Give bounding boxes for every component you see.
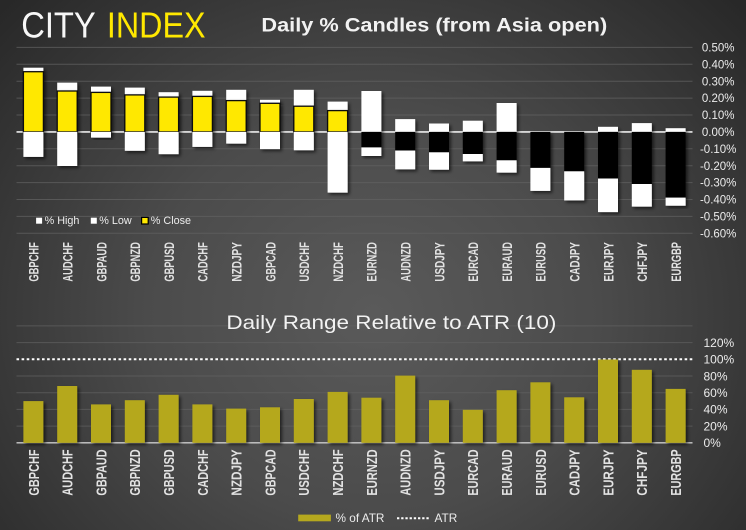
svg-text:AUDNZD: AUDNZD [398,449,415,495]
svg-text:EURCAD: EURCAD [465,449,482,495]
svg-text:120%: 120% [704,336,735,350]
svg-text:-0.60%: -0.60% [700,228,736,240]
svg-text:0%: 0% [704,436,722,450]
svg-text:% of ATR: % of ATR [336,511,385,525]
svg-text:0.50%: 0.50% [702,43,735,55]
svg-text:-0.40%: -0.40% [700,195,736,207]
svg-text:0.10%: 0.10% [702,110,735,122]
svg-text:GBPUSD: GBPUSD [161,449,178,495]
svg-text:GBPUSD: GBPUSD [161,242,177,282]
svg-text:-0.10%: -0.10% [700,144,736,156]
svg-text:ATR: ATR [435,511,458,525]
svg-text:EURNZD: EURNZD [364,242,380,282]
svg-text:AUDNZD: AUDNZD [398,242,414,282]
svg-text:% Low: % Low [99,215,132,227]
svg-text:CADJPY: CADJPY [567,242,583,282]
svg-text:EURGBP: EURGBP [668,449,685,495]
svg-text:40%: 40% [704,403,728,417]
svg-text:NZDJPY: NZDJPY [229,449,246,495]
svg-text:AUDCHF: AUDCHF [60,242,76,282]
svg-text:100%: 100% [704,353,735,367]
svg-text:% Close: % Close [151,215,191,227]
svg-text:EURAUD: EURAUD [499,242,515,282]
svg-text:CADCHF: CADCHF [195,242,211,282]
svg-text:NZDCHF: NZDCHF [330,242,346,282]
svg-text:-0.30%: -0.30% [700,178,736,190]
svg-text:EURUSD: EURUSD [533,242,549,282]
svg-text:GBPNZD: GBPNZD [127,242,143,282]
svg-text:CITY: CITY [21,5,96,46]
svg-text:CADCHF: CADCHF [195,449,212,495]
svg-text:Daily % Candles (from Asia ope: Daily % Candles (from Asia open) [261,15,607,36]
svg-text:NZDCHF: NZDCHF [330,449,347,495]
svg-text:USDJPY: USDJPY [431,242,447,282]
svg-text:0.20%: 0.20% [702,93,735,105]
svg-text:GBPCHF: GBPCHF [26,242,42,282]
svg-text:AUDCHF: AUDCHF [60,449,77,495]
svg-text:EURGBP: EURGBP [668,242,684,282]
svg-text:USDCHF: USDCHF [296,449,313,495]
svg-text:-0.50%: -0.50% [700,212,736,224]
svg-text:GBPCAD: GBPCAD [262,242,278,282]
svg-text:EURJPY: EURJPY [600,242,616,282]
svg-text:60%: 60% [704,386,728,400]
svg-text:CHFJPY: CHFJPY [634,242,650,282]
svg-text:0.00%: 0.00% [702,127,735,139]
svg-text:GBPNZD: GBPNZD [127,449,144,495]
svg-text:GBPCHF: GBPCHF [26,449,43,495]
svg-text:80%: 80% [704,369,728,383]
svg-text:0.30%: 0.30% [702,76,735,88]
svg-text:EURAUD: EURAUD [499,449,516,495]
svg-text:-0.20%: -0.20% [700,161,736,173]
svg-text:20%: 20% [704,419,728,433]
svg-text:GBPAUD: GBPAUD [93,242,109,282]
svg-text:CADJPY: CADJPY [567,449,584,495]
svg-text:NZDJPY: NZDJPY [229,242,245,282]
svg-text:EURNZD: EURNZD [364,449,381,495]
svg-text:USDJPY: USDJPY [431,449,448,495]
svg-text:USDCHF: USDCHF [296,242,312,282]
svg-text:EURUSD: EURUSD [533,449,550,495]
svg-text:0.40%: 0.40% [702,59,735,71]
svg-text:Daily Range Relative to ATR (1: Daily Range Relative to ATR (10) [226,312,556,334]
svg-text:CHFJPY: CHFJPY [634,449,651,495]
svg-text:GBPCAD: GBPCAD [262,449,279,495]
svg-text:EURJPY: EURJPY [600,449,617,495]
svg-text:GBPAUD: GBPAUD [93,449,110,495]
svg-text:EURCAD: EURCAD [465,242,481,282]
svg-text:% High: % High [45,215,80,227]
svg-text:INDEX: INDEX [107,5,206,46]
